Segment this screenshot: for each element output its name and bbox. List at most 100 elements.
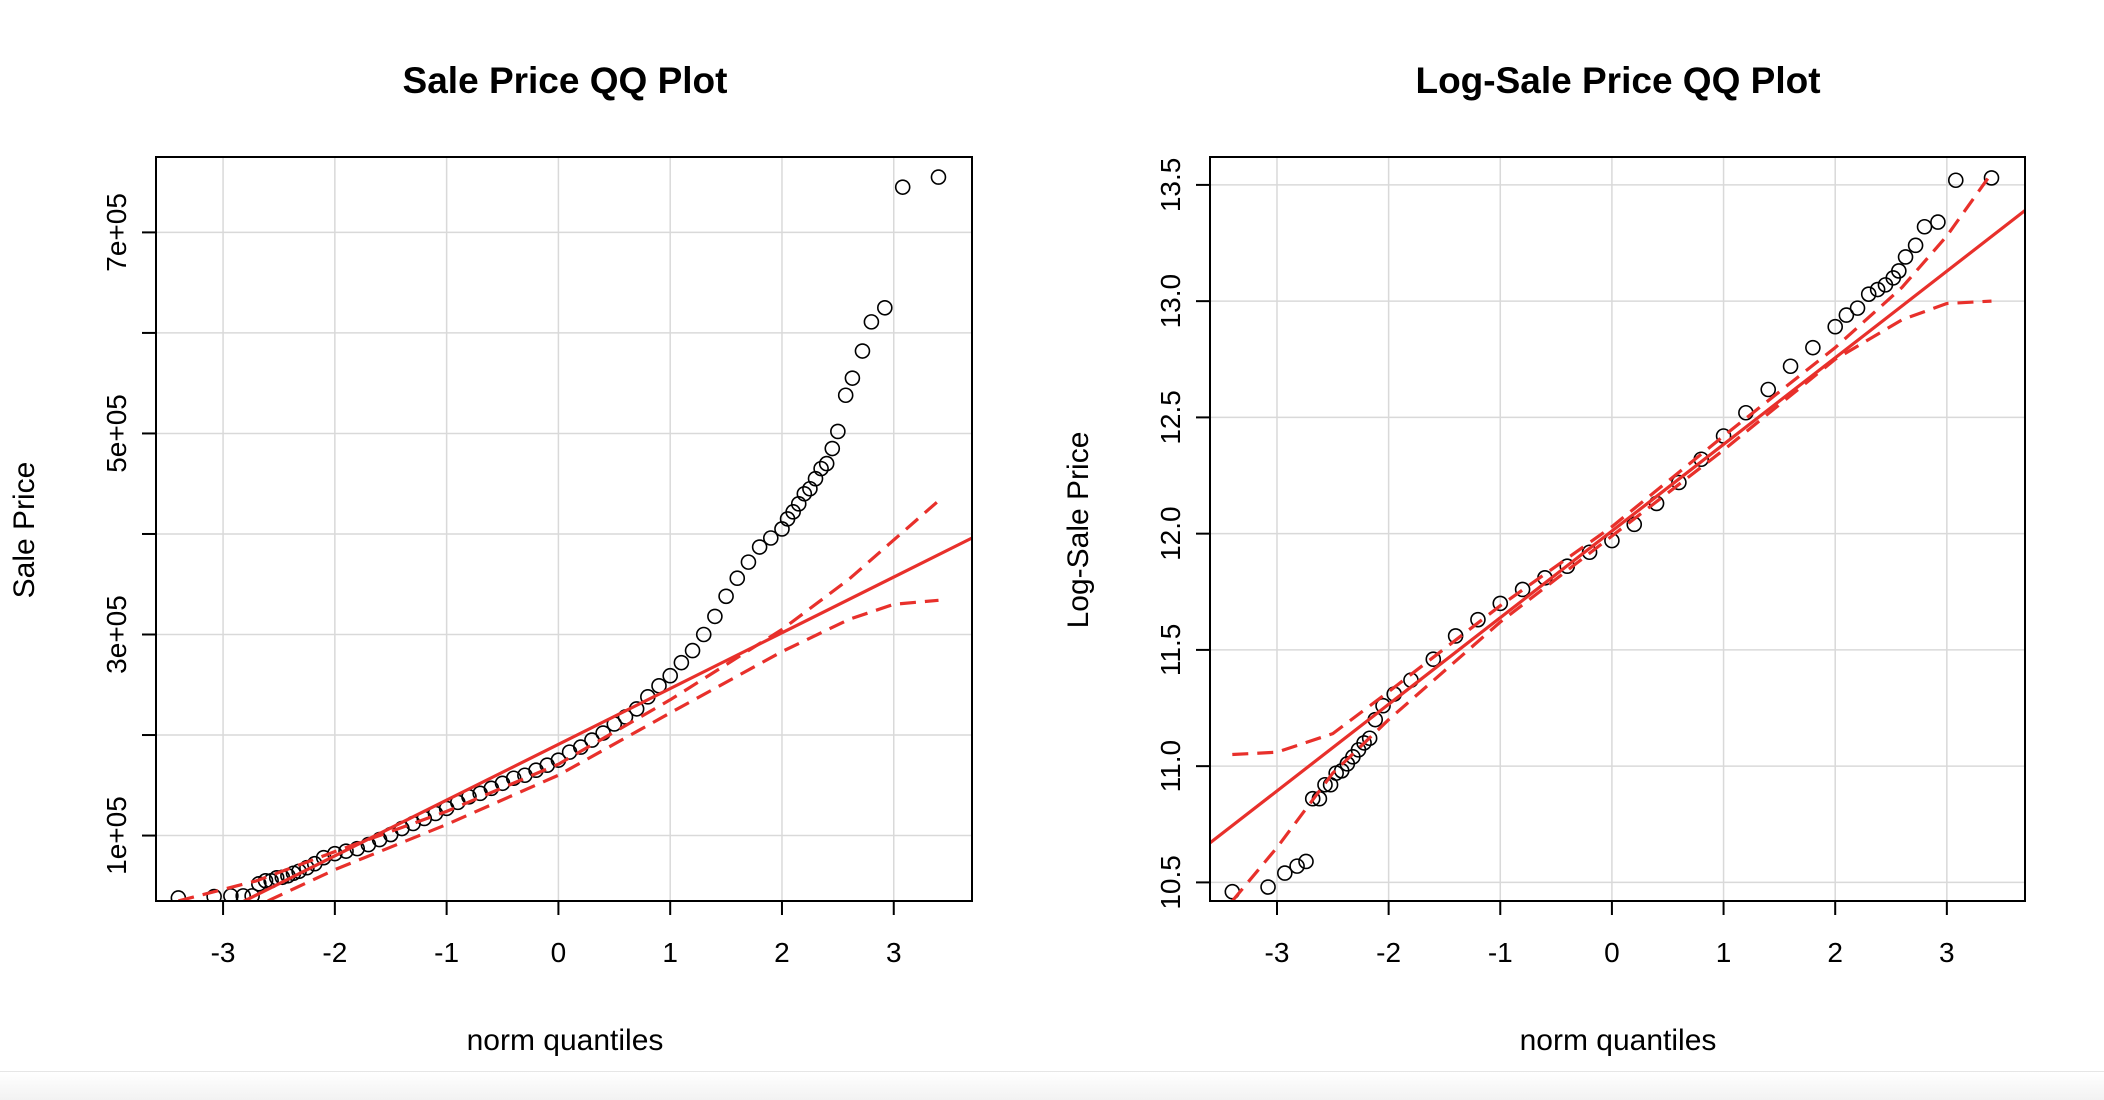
y-tick-label: 3e+05 xyxy=(101,595,132,674)
data-point xyxy=(1447,628,1464,644)
y-axis-label: Log-Sale Price xyxy=(1062,432,1095,629)
y-tick-label: 7e+05 xyxy=(101,193,132,272)
data-point xyxy=(740,554,757,570)
data-point xyxy=(1805,339,1821,356)
log-sale-price-qq-panel: Log-Sale Price QQ Plot norm quantiles Lo… xyxy=(1062,60,2026,1057)
confidence-band-line xyxy=(1231,299,1992,901)
y-tick-label: 12.5 xyxy=(1155,390,1186,445)
x-tick-label: -1 xyxy=(434,937,459,968)
data-point xyxy=(1897,249,1914,265)
data-point xyxy=(1849,300,1866,316)
data-point xyxy=(813,460,829,477)
axes: -3 -2 -1 0 1 2 3 10.5 11.0 11.5 12.0 12.5 13.0 13.5 xyxy=(1155,156,2026,968)
panel-title: Log-Sale Price QQ Plot xyxy=(1415,60,1820,101)
data-point xyxy=(718,588,734,605)
data-point xyxy=(1298,853,1314,870)
confidence-band-line xyxy=(178,499,940,901)
grid-lines xyxy=(156,157,972,901)
data-point xyxy=(1916,218,1933,235)
sale-price-qq-panel: Sale Price QQ Plot norm quantiles Sale P… xyxy=(8,60,973,1057)
data-point xyxy=(1983,170,2000,186)
data-point xyxy=(662,667,678,684)
data-point xyxy=(1838,307,1855,323)
data-point xyxy=(1470,611,1486,628)
axes: -3 -2 -1 0 1 2 3 1e+05 3e+05 5e+05 7e+05 xyxy=(101,156,973,968)
data-point xyxy=(1760,381,1777,398)
data-point xyxy=(1361,730,1378,747)
data-point xyxy=(505,770,522,787)
x-tick-label: 3 xyxy=(886,937,902,968)
data-point xyxy=(1289,858,1305,874)
data-point xyxy=(1277,865,1293,881)
x-tick-label: -3 xyxy=(211,937,236,968)
data-point xyxy=(244,888,260,901)
x-axis-label: norm quantiles xyxy=(1520,1024,1717,1057)
data-point xyxy=(863,314,880,330)
x-tick-label: 2 xyxy=(774,937,790,968)
data-point xyxy=(695,626,712,643)
x-tick-label: 1 xyxy=(1716,937,1732,968)
confidence-band-line xyxy=(267,598,939,901)
data-point xyxy=(1604,532,1620,549)
data-point xyxy=(796,485,813,502)
plot-marks xyxy=(1210,170,2025,901)
data-point xyxy=(1860,286,1877,302)
data-point xyxy=(1425,651,1442,668)
data-point xyxy=(684,642,701,659)
y-tick-label: 12.0 xyxy=(1155,506,1186,561)
data-point xyxy=(1356,735,1372,751)
data-point xyxy=(837,387,854,404)
x-axis-label: norm quantiles xyxy=(467,1024,664,1057)
data-point xyxy=(1514,581,1531,598)
plot-frame xyxy=(1209,156,2026,902)
data-point xyxy=(1907,237,1924,254)
data-point xyxy=(1317,776,1333,793)
data-point xyxy=(1782,358,1799,375)
data-point xyxy=(1375,697,1391,714)
panel-title: Sale Price QQ Plot xyxy=(403,60,728,101)
data-point xyxy=(854,343,871,359)
y-tick-label: 10.5 xyxy=(1155,855,1186,910)
x-tick-label: 1 xyxy=(662,937,678,968)
data-point xyxy=(1492,595,1509,612)
x-tick-label: 0 xyxy=(551,937,567,968)
data-point xyxy=(930,169,947,185)
data-point xyxy=(1304,790,1321,807)
data-point xyxy=(785,504,801,520)
data-point xyxy=(729,570,746,587)
data-point xyxy=(707,608,723,625)
y-tick-label: 11.0 xyxy=(1155,740,1186,792)
reference-line xyxy=(240,536,972,901)
data-point xyxy=(818,455,835,472)
data-point xyxy=(673,654,690,671)
data-point xyxy=(762,530,779,546)
window-bottom-edge xyxy=(0,1071,2104,1100)
x-tick-label: -1 xyxy=(1488,937,1513,968)
data-point xyxy=(1827,318,1844,335)
y-tick-label: 1e+05 xyxy=(101,796,132,875)
x-tick-label: 3 xyxy=(1939,937,1955,968)
data-point xyxy=(1260,879,1276,895)
data-point xyxy=(751,539,768,555)
data-point xyxy=(1930,214,1946,230)
x-tick-label: 2 xyxy=(1827,937,1843,968)
x-tick-label: -2 xyxy=(1376,937,1401,968)
data-point xyxy=(1947,172,1964,189)
data-point xyxy=(830,423,846,440)
data-point xyxy=(1891,263,1907,279)
x-tick-label: -2 xyxy=(322,937,347,968)
y-tick-label: 11.5 xyxy=(1155,624,1186,676)
y-tick-label: 13.5 xyxy=(1155,158,1186,213)
data-point xyxy=(338,843,354,859)
data-point xyxy=(894,179,911,195)
data-point xyxy=(1869,281,1886,298)
data-point xyxy=(844,370,861,386)
y-tick-label: 5e+05 xyxy=(101,394,132,473)
data-point xyxy=(877,299,893,316)
x-tick-label: 0 xyxy=(1604,937,1620,968)
plot-marks xyxy=(170,169,972,901)
reference-line xyxy=(1210,209,2025,845)
plot-frame xyxy=(155,156,973,902)
